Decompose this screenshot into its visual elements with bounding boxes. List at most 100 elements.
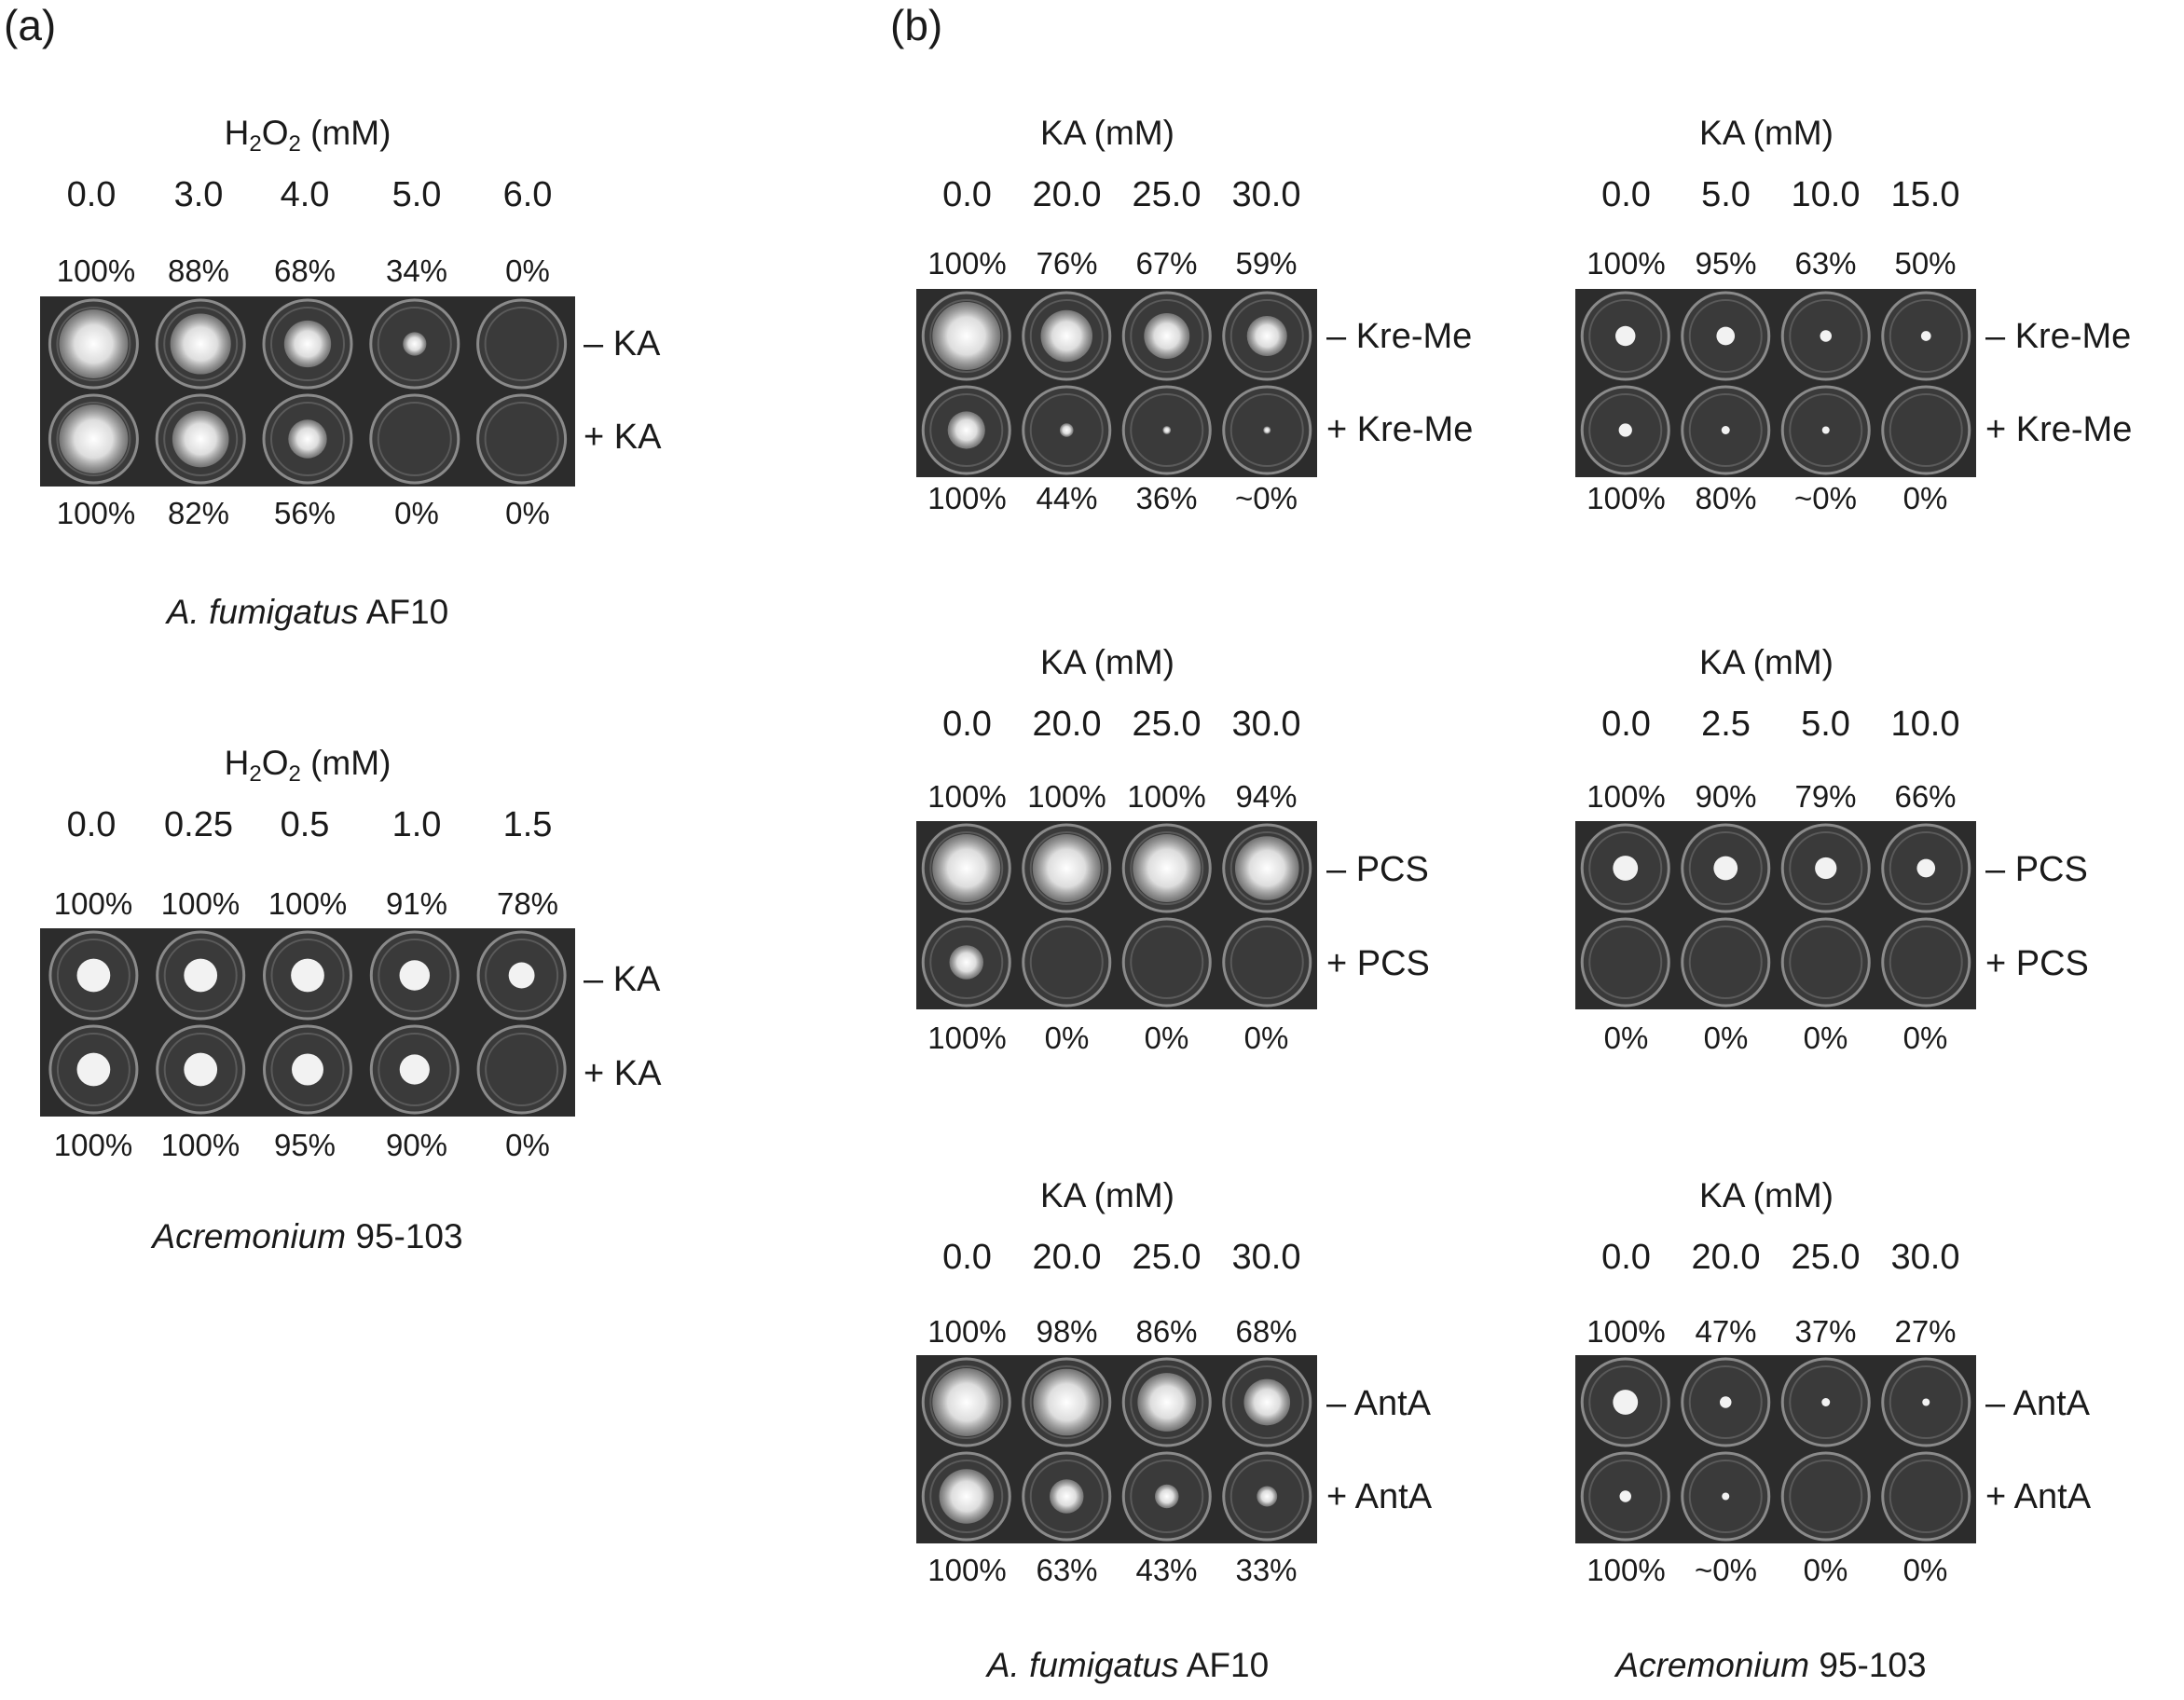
well-inner-ring (163, 402, 239, 476)
well (476, 393, 568, 485)
well-inner-ring (1130, 299, 1204, 373)
well-inner-ring (1130, 1460, 1204, 1533)
b1-top-pct: 100% (927, 246, 1007, 281)
a1-title: H2O2 (mM) (224, 114, 391, 157)
a1-conc: 5.0 (391, 175, 442, 214)
b3-bottom-pct: 0% (1243, 1021, 1289, 1055)
colony (1821, 426, 1830, 434)
b5-row-label-top: – AntA (1326, 1384, 1431, 1423)
colony (399, 960, 431, 991)
colony (170, 313, 231, 375)
well-inner-ring (1789, 393, 1863, 467)
b5-title: KA (mM) (1040, 1176, 1174, 1214)
colony (1619, 1490, 1632, 1502)
colony (1243, 1378, 1291, 1426)
b6-top-pct: 37% (1794, 1314, 1857, 1349)
b2-conc: 0.0 (1601, 175, 1651, 214)
well-inner-ring (377, 307, 452, 381)
a2-top-pct: 100% (160, 886, 240, 921)
colony (508, 962, 535, 989)
b3-plate-image (916, 821, 1317, 1009)
b2-top-pct: 63% (1794, 246, 1857, 281)
colony (184, 1052, 218, 1087)
well-plate-svg (1580, 1357, 1971, 1542)
colony (932, 834, 1001, 902)
well-inner-ring (1889, 1460, 1963, 1533)
a1-bottom-pct: 0% (505, 496, 550, 530)
colony (283, 320, 332, 368)
well-inner-ring (1789, 1365, 1863, 1439)
a2-conc: 0.5 (280, 805, 330, 844)
b6-top-pct: 47% (1695, 1314, 1757, 1349)
well-inner-ring (1889, 831, 1963, 905)
b5-conc: 25.0 (1132, 1238, 1202, 1277)
well-inner-ring (929, 393, 1004, 467)
b5-top-pct: 68% (1235, 1314, 1298, 1349)
well-plate-svg (1580, 291, 1971, 475)
colony (1263, 426, 1271, 434)
well (1222, 917, 1312, 1008)
a1-top-pct: 68% (273, 254, 337, 288)
well-inner-ring (1688, 299, 1763, 373)
well-inner-ring (1688, 393, 1763, 467)
b1-bottom-pct: 44% (1036, 481, 1098, 515)
well (1121, 917, 1212, 1008)
a2-bottom-pct: 90% (385, 1128, 448, 1162)
b3-bottom-pct: 100% (927, 1021, 1007, 1055)
well-inner-ring (377, 402, 452, 476)
well-inner-ring (270, 402, 345, 476)
well-inner-ring (929, 831, 1004, 905)
colony (292, 1053, 323, 1086)
b1-bottom-pct: 100% (927, 481, 1007, 515)
well-inner-ring (1789, 831, 1863, 905)
a2-row-label-bottom: + KA (584, 1054, 662, 1093)
b6-conc: 25.0 (1791, 1238, 1861, 1277)
a1-row-label-bottom: + KA (584, 418, 662, 457)
well-plate-svg (921, 823, 1312, 1008)
b2-conc: 15.0 (1890, 175, 1960, 214)
colony (1920, 331, 1931, 341)
well-inner-ring (485, 1033, 559, 1106)
b6-row-label-top: – AntA (1985, 1384, 2090, 1423)
well-inner-ring (1130, 831, 1204, 905)
b1-top-pct: 67% (1135, 246, 1198, 281)
well-plate-svg (921, 1357, 1312, 1542)
colony (1922, 1398, 1930, 1406)
colony (1162, 426, 1172, 434)
b5-conc: 20.0 (1032, 1238, 1102, 1277)
panel-label-a: (a) (4, 1, 57, 49)
a1-bottom-pct: 56% (273, 496, 337, 530)
a2-conc: 0.0 (66, 805, 117, 844)
well-inner-ring (1229, 1365, 1304, 1439)
colony (288, 419, 327, 459)
well-inner-ring (929, 925, 1004, 999)
a1-top-pct: 0% (505, 254, 550, 288)
b1-title: KA (mM) (1040, 114, 1174, 152)
b-strain-label-left: A. fumigatus AF10 (986, 1646, 1270, 1684)
b6-title: KA (mM) (1699, 1176, 1834, 1214)
colony (932, 1368, 1001, 1436)
a2-plate-image (40, 928, 575, 1117)
b5-top-pct: 98% (1036, 1314, 1098, 1349)
well-inner-ring (1588, 925, 1663, 999)
b4-row-label-top: – PCS (1985, 850, 2088, 889)
well (1780, 917, 1871, 1008)
b5-bottom-pct: 33% (1235, 1553, 1298, 1587)
b3-row-label-bottom: + PCS (1326, 944, 1430, 983)
b1-plate-image (916, 289, 1317, 477)
well-inner-ring (1029, 299, 1104, 373)
well-inner-ring (1029, 393, 1104, 467)
colony (1234, 836, 1299, 900)
b6-conc: 20.0 (1691, 1238, 1761, 1277)
well-inner-ring (270, 1033, 345, 1106)
colony (1815, 857, 1837, 880)
b3-top-pct: 100% (1027, 779, 1106, 814)
well-inner-ring (56, 402, 131, 476)
colony (1144, 313, 1190, 359)
well-inner-ring (1789, 1460, 1863, 1533)
b2-title: KA (mM) (1699, 114, 1834, 152)
well (1580, 917, 1670, 1008)
b4-conc: 2.5 (1701, 705, 1751, 744)
well-inner-ring (484, 307, 559, 381)
well-inner-ring (270, 307, 345, 381)
